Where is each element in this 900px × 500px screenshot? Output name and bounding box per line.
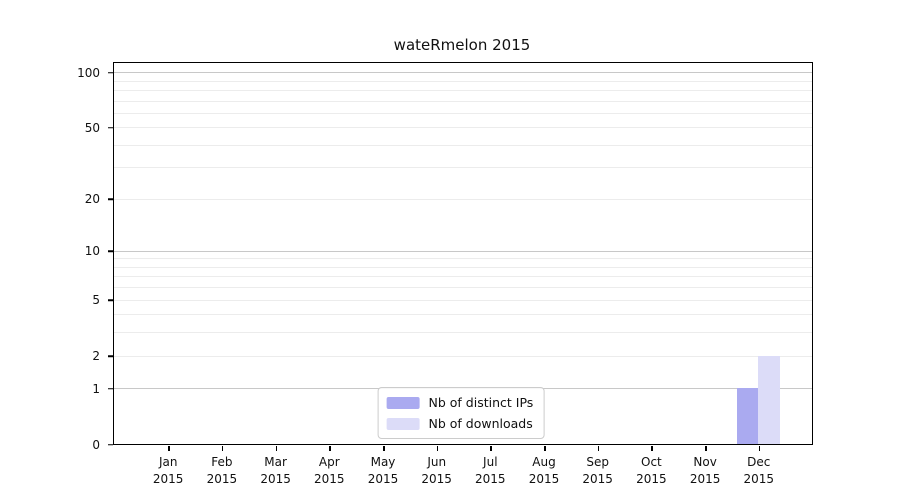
legend-item-downloads: Nb of downloads [386,416,534,431]
ytick-mark-0 [108,443,113,446]
gridline-y-7 [114,276,812,278]
ytick-label-0: 0 [92,437,100,452]
gridline-y-100 [114,72,812,73]
chart-title: wateRmelon 2015 [393,36,531,54]
xtick-mark-jan-2015 [168,446,170,451]
ytick-label-20: 20 [84,192,100,207]
gridline-y-3 [114,332,812,334]
ytick-label-1: 1 [92,381,100,396]
xtick-label-aug-2015: Aug 2015 [528,455,560,487]
legend: Nb of distinct IPs Nb of downloads [377,387,545,439]
legend-swatch-downloads [386,417,420,430]
legend-label-downloads: Nb of downloads [428,416,533,431]
legend-label-distinct-ips: Nb of distinct IPs [428,395,534,410]
xtick-mark-apr-2015 [329,446,331,451]
xtick-mark-jul-2015 [490,446,492,451]
gridline-y-80 [114,89,812,91]
gridline-y-2 [114,355,812,357]
xtick-label-oct-2015: Oct 2015 [636,455,667,487]
ytick-mark-50 [108,126,113,129]
xtick-mark-jun-2015 [436,446,439,451]
ytick-label-50: 50 [84,120,100,135]
bar-dec-2015-distinct-ips [736,388,759,444]
gridline-y-90 [114,80,812,82]
xtick-label-apr-2015: Apr 2015 [314,455,345,487]
xtick-label-sep-2015: Sep 2015 [582,455,613,487]
xtick-label-feb-2015: Feb 2015 [206,455,238,487]
gridline-y-4 [114,314,812,316]
ytick-mark-2 [108,355,113,357]
bar-dec-2015-downloads [758,355,780,444]
ytick-mark-5 [108,299,113,301]
ytick-label-5: 5 [92,293,100,308]
ytick-label-2: 2 [92,349,100,363]
gridline-y-70 [114,100,812,102]
xtick-mark-aug-2015 [544,446,546,451]
xtick-mark-nov-2015 [705,446,707,451]
gridline-y-8 [114,266,812,268]
legend-swatch-distinct-ips [386,396,420,409]
xtick-mark-dec-2015 [758,446,761,451]
plot-area: Nb of distinct IPs Nb of downloads [113,62,813,445]
ytick-mark-100 [108,71,113,74]
xtick-label-may-2015: May 2015 [367,455,399,487]
xtick-label-jul-2015: Jul 2015 [475,455,506,487]
legend-item-distinct-ips: Nb of distinct IPs [386,395,534,410]
xtick-label-dec-2015: Dec 2015 [743,455,775,487]
gridline-y-40 [114,144,812,146]
ytick-mark-10 [108,250,113,252]
xtick-label-jan-2015: Jan 2015 [152,455,184,487]
xtick-mark-may-2015 [383,446,385,451]
gridline-y-60 [114,112,812,114]
ytick-mark-1 [108,387,113,390]
xtick-mark-oct-2015 [651,446,653,451]
gridline-y-9 [114,258,812,260]
ytick-label-100: 100 [77,65,100,80]
xtick-label-jun-2015: Jun 2015 [421,455,452,487]
xtick-label-mar-2015: Mar 2015 [260,455,291,487]
gridline-y-10 [114,250,812,252]
gridline-y-30 [114,167,812,169]
ytick-mark-20 [108,198,113,200]
xtick-label-nov-2015: Nov 2015 [689,455,721,487]
gridline-y-6 [114,287,812,289]
gridline-y-20 [114,198,812,200]
gridline-y-5 [114,299,812,301]
gridline-y-50 [114,127,812,129]
ytick-label-10: 10 [84,244,100,259]
xtick-mark-feb-2015 [221,446,224,451]
xtick-mark-sep-2015 [597,446,600,451]
xtick-mark-mar-2015 [275,446,278,451]
